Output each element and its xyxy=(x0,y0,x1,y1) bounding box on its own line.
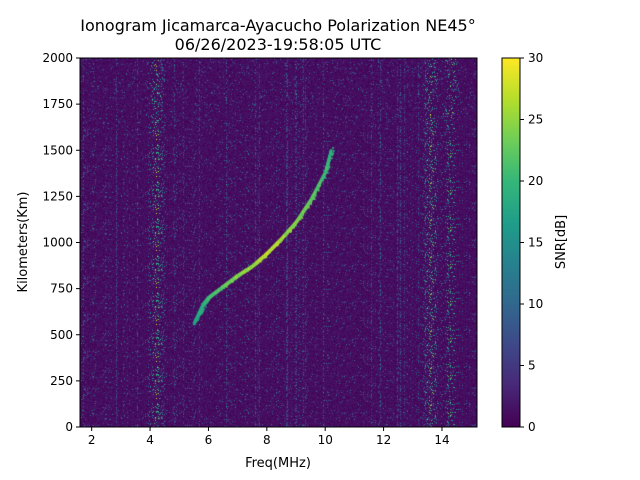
x-tick-label: 8 xyxy=(263,433,271,447)
x-tick-label: 10 xyxy=(318,433,333,447)
colorbar-label: SNR[dB] xyxy=(554,215,569,269)
colorbar-tick-label: 15 xyxy=(528,236,543,250)
y-tick-label: 1250 xyxy=(42,189,73,203)
heatmap-image xyxy=(80,58,477,427)
x-axis-label: Freq(MHz) xyxy=(245,456,311,471)
x-tick-label: 14 xyxy=(434,433,449,447)
colorbar xyxy=(502,58,520,427)
colorbar-tick-label: 10 xyxy=(528,297,543,311)
colorbar-axis: 0 5 10 15 20 25 30 xyxy=(520,51,543,434)
y-axis-label: Kilometers(Km) xyxy=(16,192,31,293)
colorbar-tick-label: 0 xyxy=(528,420,536,434)
y-tick-label: 0 xyxy=(65,420,73,434)
colorbar-tick-label: 20 xyxy=(528,174,543,188)
y-tick-label: 1750 xyxy=(42,97,73,111)
colorbar-tick-label: 30 xyxy=(528,51,543,65)
colorbar-tick-label: 5 xyxy=(528,359,536,373)
y-axis: 0 250 500 750 1000 1250 1500 1750 2000 xyxy=(42,51,80,434)
y-tick-label: 250 xyxy=(50,374,73,388)
y-tick-label: 750 xyxy=(50,282,73,296)
x-tick-label: 4 xyxy=(146,433,154,447)
chart-title: Ionogram Jicamarca-Ayacucho Polarization… xyxy=(80,16,475,35)
y-tick-label: 500 xyxy=(50,328,73,342)
y-tick-label: 2000 xyxy=(42,51,73,65)
y-tick-label: 1500 xyxy=(42,143,73,157)
chart-subtitle: 06/26/2023-19:58:05 UTC xyxy=(175,35,382,54)
y-tick-label: 1000 xyxy=(42,236,73,250)
x-axis: 2 4 6 8 10 12 14 xyxy=(88,427,450,447)
x-tick-label: 2 xyxy=(88,433,96,447)
colorbar-tick-label: 25 xyxy=(528,113,543,127)
x-tick-label: 12 xyxy=(376,433,391,447)
x-tick-label: 6 xyxy=(205,433,213,447)
